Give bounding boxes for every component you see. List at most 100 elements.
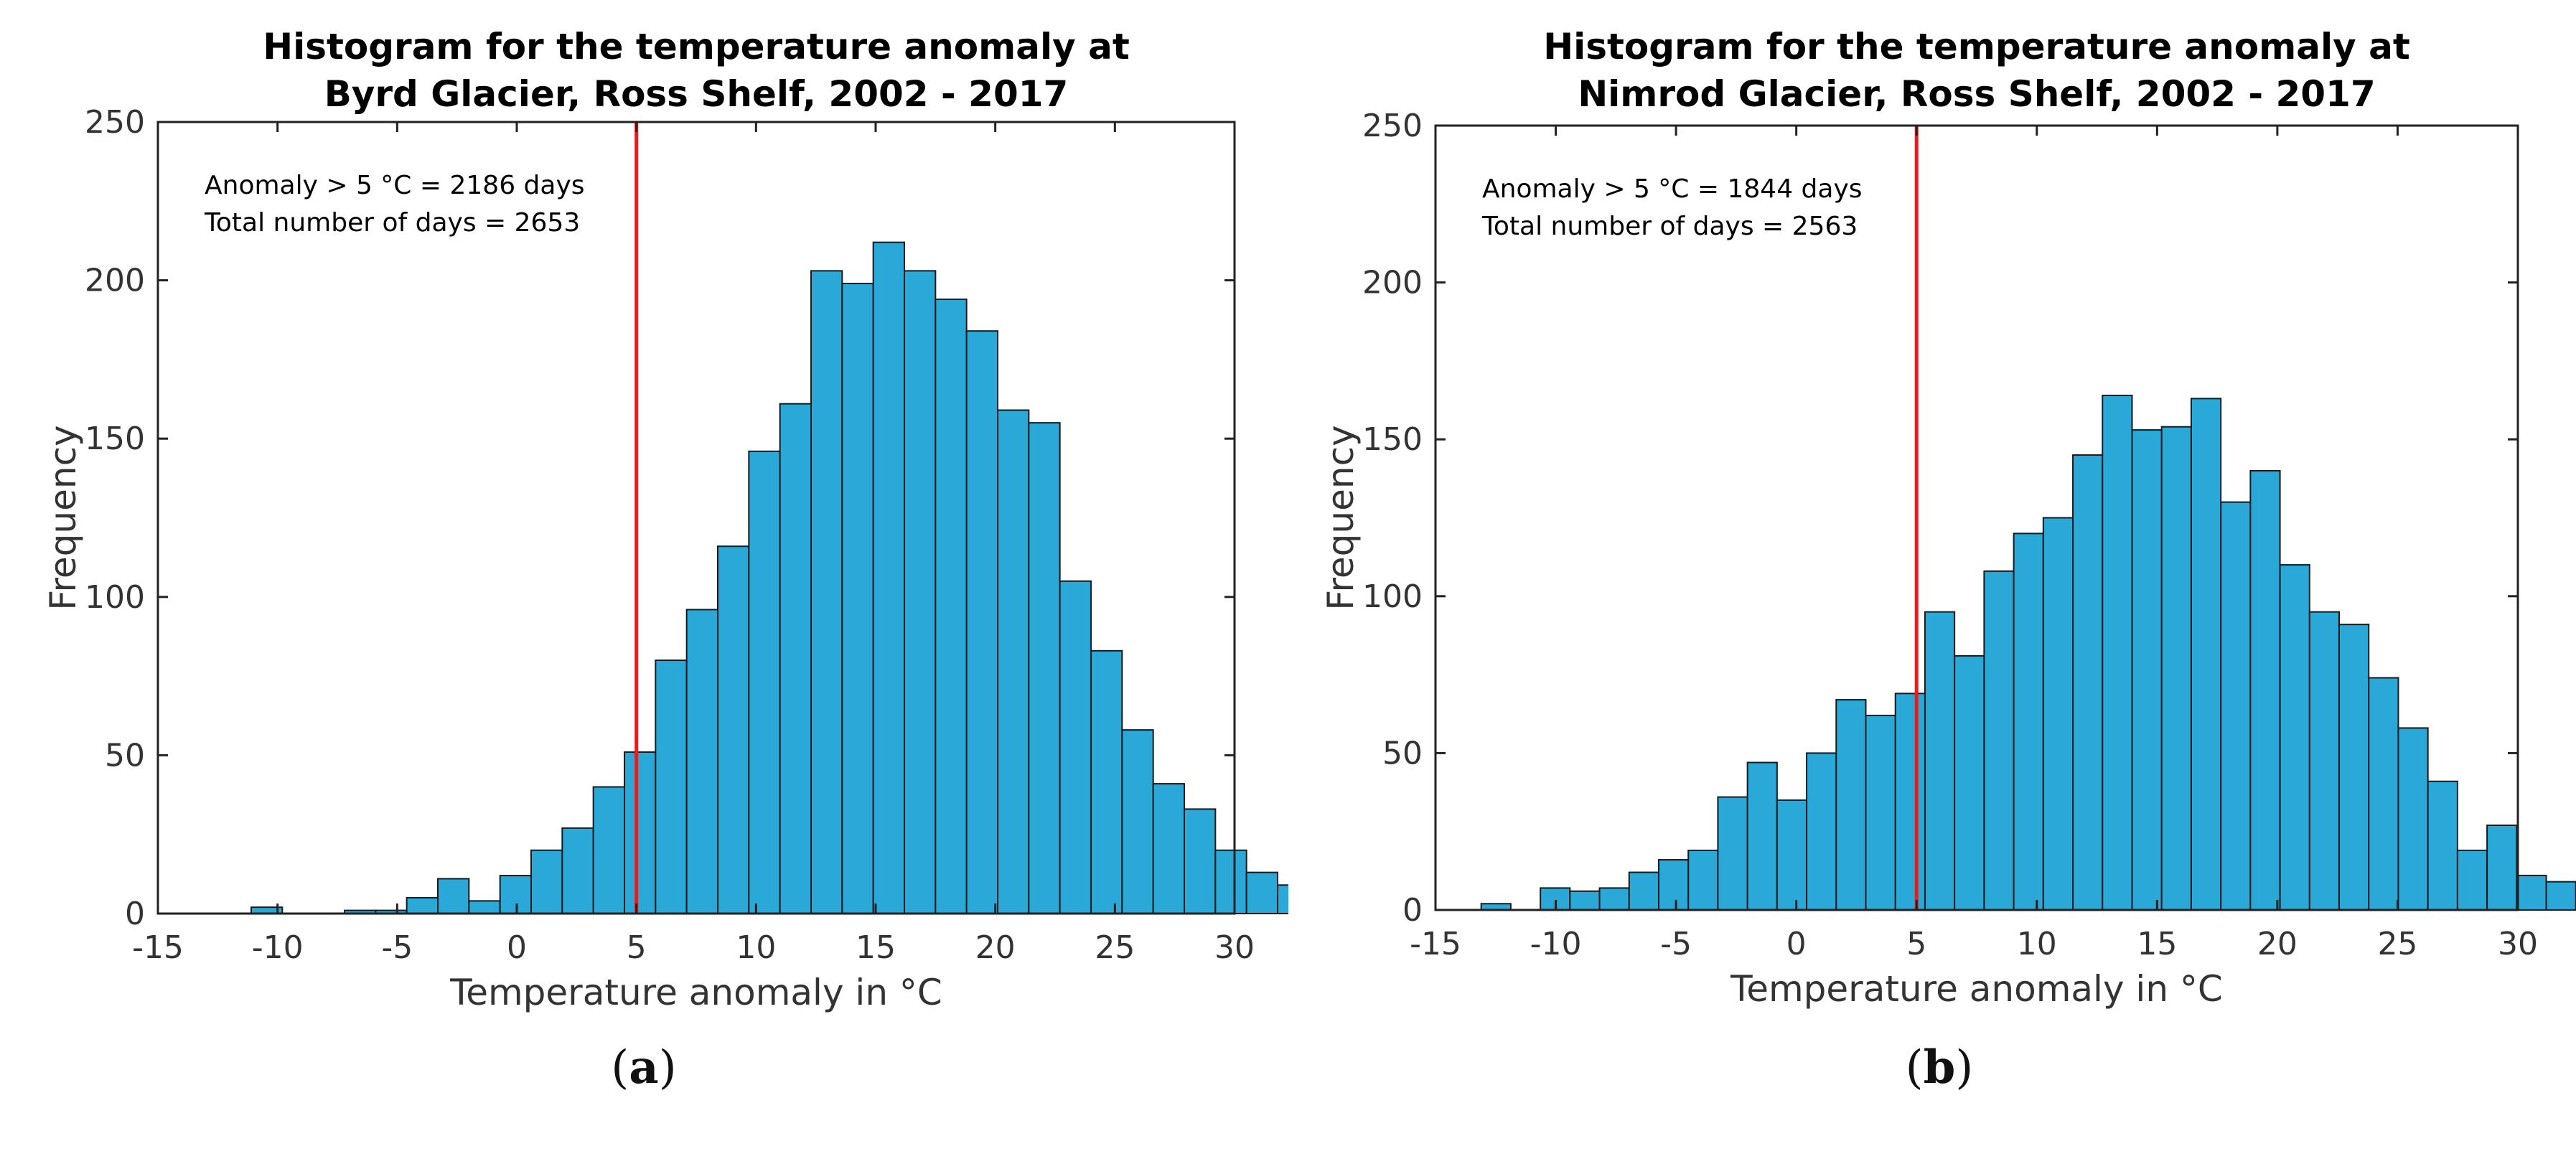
histogram-bar [1894, 693, 1926, 911]
histogram-bar [1776, 799, 1808, 911]
histogram-bar [530, 849, 563, 915]
histogram-bar [2042, 517, 2074, 911]
histogram-bar [1569, 890, 1601, 911]
histogram-bar [1924, 611, 1956, 911]
chart-title-line: Histogram for the temperature anomaly at [263, 26, 1129, 67]
histogram-bar [406, 896, 439, 914]
caption-b: (b) [1905, 1041, 1974, 1094]
y-tick-label: 0 [1402, 892, 1423, 929]
histogram-bar [2545, 881, 2576, 911]
histogram-bar [1983, 570, 2015, 911]
y-axis-label: Frequency [42, 425, 84, 610]
y-tick-label: 150 [85, 421, 145, 457]
annotation-text: Total number of days = 2563 [1481, 212, 1858, 241]
x-tick-label: 0 [507, 929, 527, 966]
histogram-panel-a: Histogram for the temperature anomaly at… [42, 26, 1288, 1094]
x-tick-label: -10 [252, 929, 304, 966]
histogram-bar [2131, 429, 2163, 911]
histogram-bar [997, 409, 1030, 914]
histogram-bar [1746, 761, 1778, 911]
histogram-bar [1717, 796, 1748, 911]
histogram-bar [1152, 783, 1185, 915]
x-tick-label: -5 [381, 929, 413, 966]
caption-a: (a) [611, 1041, 677, 1094]
y-tick-label: 50 [1382, 735, 1423, 771]
histogram-chart-b: Histogram for the temperature anomaly at… [1320, 26, 2576, 1010]
histogram-bar [2397, 727, 2429, 911]
y-tick-label: 150 [1362, 421, 1423, 458]
histogram-bar [2368, 677, 2399, 911]
histogram-bar [1245, 871, 1278, 915]
histogram-bar [1059, 580, 1092, 914]
x-tick-label: 5 [1906, 926, 1926, 962]
histogram-bar [2102, 394, 2133, 911]
chart-title-line: Histogram for the temperature anomaly at [1543, 26, 2409, 67]
x-tick-label: 30 [2498, 926, 2538, 962]
y-axis-label: Frequency [1320, 425, 1362, 610]
histogram-bar [2308, 611, 2341, 911]
annotation-text: Total number of days = 2653 [204, 208, 580, 238]
histogram-bar [592, 786, 626, 915]
histogram-bar [935, 299, 968, 914]
histogram-bar [717, 545, 750, 914]
plot-frame [1434, 124, 2519, 911]
histogram-bar [841, 283, 874, 914]
y-tick-label: 200 [1362, 265, 1423, 301]
histogram-bar [437, 878, 470, 915]
histogram-bar [1214, 849, 1247, 915]
plot-frame [156, 121, 1236, 915]
histogram-bar [1628, 871, 1659, 911]
histogram-bar [872, 241, 905, 914]
y-tick-label: 250 [1362, 108, 1423, 144]
histogram-bar [2190, 398, 2222, 911]
histogram-bar [685, 609, 719, 914]
x-axis-label: Temperature anomaly in °C [449, 972, 942, 1013]
x-tick-label: 25 [1095, 929, 1135, 966]
histogram-bar [468, 900, 501, 915]
x-axis-label: Temperature anomaly in °C [1730, 968, 2223, 1010]
chart-title-line: Byrd Glacier, Ross Shelf, 2002 - 2017 [324, 73, 1069, 115]
histogram-bar [1806, 752, 1837, 911]
histogram-bar [2220, 501, 2252, 911]
x-tick-label: -15 [132, 929, 184, 966]
x-tick-label: -15 [1410, 926, 1461, 962]
histogram-bar [1865, 714, 1896, 911]
x-tick-label: 10 [736, 929, 776, 966]
histogram-bar [2456, 849, 2488, 911]
x-tick-label: 15 [2137, 926, 2177, 962]
histogram-bar [1835, 699, 1867, 911]
histogram-bar [655, 660, 688, 914]
x-tick-label: -10 [1530, 926, 1582, 962]
histogram-bar [624, 751, 657, 915]
histogram-bar [2072, 454, 2104, 911]
annotation-text: Anomaly > 5 °C = 2186 days [205, 171, 585, 200]
y-tick-label: 100 [85, 579, 145, 616]
histogram-bar [2279, 564, 2310, 911]
x-tick-label: -5 [1660, 926, 1692, 962]
chart-title-line: Nimrod Glacier, Ross Shelf, 2002 - 2017 [1578, 73, 2375, 115]
bars-group [1480, 394, 2576, 911]
y-tick-label: 100 [1362, 578, 1423, 615]
y-tick-label: 50 [105, 737, 145, 774]
x-tick-label: 25 [2377, 926, 2417, 962]
x-tick-label: 20 [975, 929, 1016, 966]
x-tick-label: 15 [856, 929, 896, 966]
histogram-bar [1121, 729, 1154, 914]
histogram-chart-a: Histogram for the temperature anomaly at… [42, 26, 1288, 1013]
y-tick-label: 200 [85, 263, 145, 299]
histogram-bar [965, 330, 998, 914]
histogram-bar [1687, 849, 1719, 911]
histogram-bar [904, 270, 937, 914]
histogram-panel-b: Histogram for the temperature anomaly at… [1288, 0, 2576, 1159]
histogram-bar [1657, 859, 1690, 911]
histogram-bar [2427, 780, 2458, 911]
histogram-bar [1954, 654, 1985, 911]
x-tick-label: 30 [1214, 929, 1255, 966]
histogram-bar [1598, 887, 1630, 911]
histogram-bar [2338, 624, 2370, 911]
histogram-bar [499, 875, 533, 915]
bars-group [250, 241, 1288, 915]
x-tick-label: 20 [2257, 926, 2298, 962]
annotation-text: Anomaly > 5 °C = 1844 days [1482, 174, 1863, 204]
histogram-bar [2013, 532, 2044, 911]
